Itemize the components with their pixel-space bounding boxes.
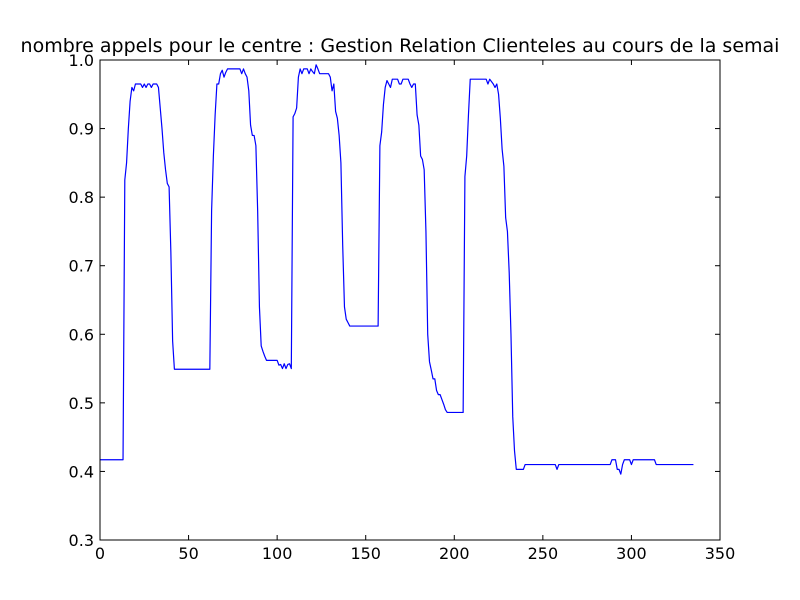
y-tick-label: 0.7 (69, 257, 94, 276)
y-tick-label: 0.5 (69, 394, 94, 413)
chart-title: nombre appels pour le centre : Gestion R… (21, 35, 780, 57)
x-tick-label: 50 (178, 544, 198, 563)
y-tick-label: 0.6 (69, 325, 94, 344)
x-tick-label: 250 (528, 544, 559, 563)
x-tick-label: 0 (95, 544, 105, 563)
axis-tick-labels: 0 50 100 150 200 250 300 350 0.3 0.4 0.5 0.6 0.7 0.8 0… (69, 51, 736, 563)
plot-area (100, 60, 720, 540)
data-series (100, 64, 694, 475)
y-tick-label: 0.4 (69, 462, 94, 481)
y-tick-label: 0.3 (69, 531, 94, 550)
y-tick-label: 0.8 (69, 188, 94, 207)
x-tick-label: 300 (616, 544, 647, 563)
x-tick-label: 350 (705, 544, 736, 563)
x-tick-label: 100 (262, 544, 293, 563)
series-line (100, 64, 694, 475)
plot-frame (99, 59, 721, 541)
y-tick-label: 0.9 (69, 120, 94, 139)
x-tick-label: 150 (350, 544, 381, 563)
y-tick-label: 1.0 (69, 51, 94, 70)
x-tick-label: 200 (439, 544, 470, 563)
